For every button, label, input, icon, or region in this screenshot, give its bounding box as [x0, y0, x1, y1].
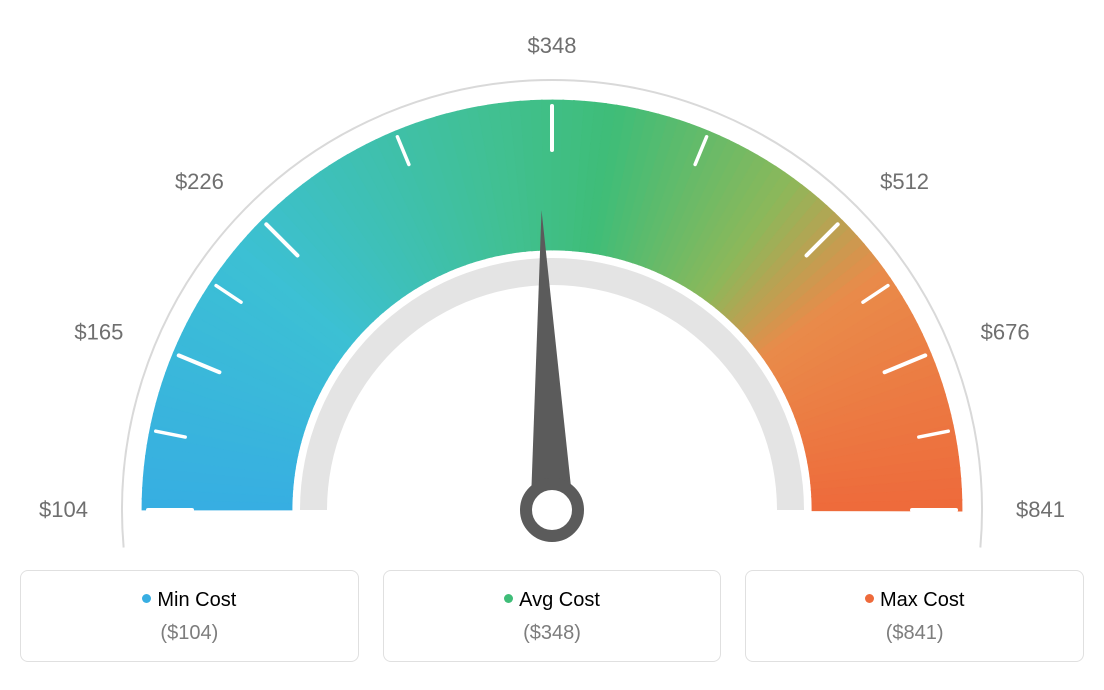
legend-min-value: ($104) — [31, 622, 348, 645]
legend-min-card: Min Cost ($104) — [20, 570, 359, 662]
legend-avg-card: Avg Cost ($348) — [383, 570, 722, 662]
legend-min-label: Min Cost — [157, 589, 236, 611]
gauge-svg: $104 $165 $226 $348 $512 $676 $841 — [20, 20, 1084, 560]
legend-avg-dot — [504, 594, 513, 603]
legend-row: Min Cost ($104) Avg Cost ($348) Max Cost… — [20, 570, 1084, 662]
svg-text:$104: $104 — [39, 497, 88, 522]
svg-text:$841: $841 — [1016, 497, 1065, 522]
svg-text:$676: $676 — [981, 319, 1030, 344]
legend-min-title: Min Cost — [31, 589, 348, 612]
svg-text:$348: $348 — [528, 33, 577, 58]
legend-max-card: Max Cost ($841) — [745, 570, 1084, 662]
svg-text:$165: $165 — [74, 319, 123, 344]
legend-avg-label: Avg Cost — [519, 589, 600, 611]
legend-max-label: Max Cost — [880, 589, 964, 611]
cost-gauge: $104 $165 $226 $348 $512 $676 $841 — [20, 20, 1084, 560]
svg-text:$226: $226 — [175, 169, 224, 194]
legend-min-dot — [142, 594, 151, 603]
svg-text:$512: $512 — [880, 169, 929, 194]
legend-max-value: ($841) — [756, 622, 1073, 645]
legend-avg-value: ($348) — [394, 622, 711, 645]
legend-avg-title: Avg Cost — [394, 589, 711, 612]
legend-max-title: Max Cost — [756, 589, 1073, 612]
legend-max-dot — [865, 594, 874, 603]
